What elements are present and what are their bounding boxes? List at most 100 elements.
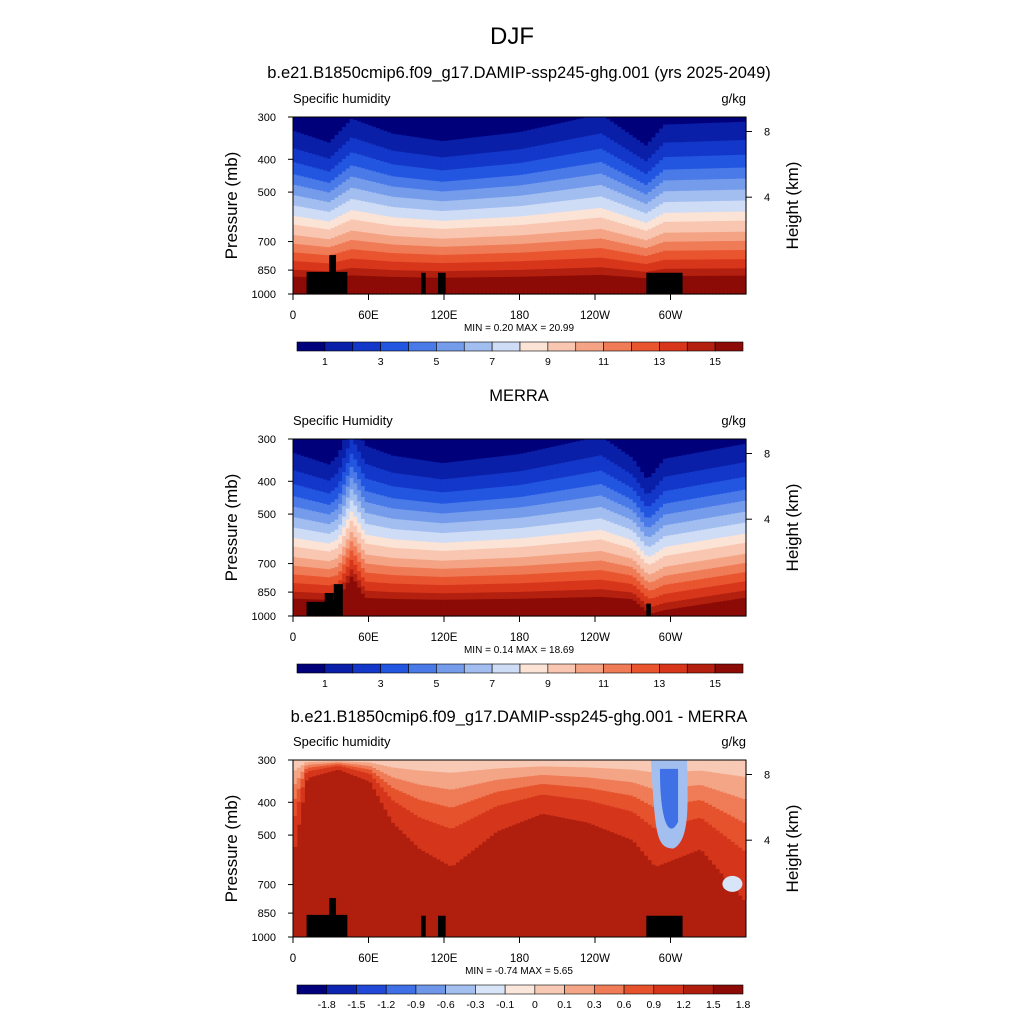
contour-band (659, 517, 664, 529)
contour-band (738, 534, 743, 545)
contour-band (712, 567, 717, 578)
contour-band (360, 458, 366, 474)
contour-band (293, 760, 298, 771)
contour-band (542, 192, 547, 204)
contour-band (549, 563, 555, 574)
contour-band (334, 165, 339, 178)
contour-band (538, 233, 543, 244)
contour-band (391, 598, 396, 617)
contour-band (685, 212, 690, 223)
contour-band (670, 124, 675, 143)
contour-band (500, 547, 505, 559)
contour-band (481, 584, 487, 594)
contour-band (636, 228, 641, 239)
contour-band (511, 117, 517, 134)
contour-band (681, 500, 687, 512)
contour-band (685, 472, 690, 488)
contour-band (417, 541, 422, 551)
contour-band (617, 493, 623, 505)
contour-band (610, 590, 615, 599)
contour-band (617, 192, 623, 204)
contour-band (572, 590, 577, 599)
contour-band (447, 599, 453, 617)
contour-band (451, 772, 456, 790)
contour-band (432, 439, 438, 463)
contour-band (447, 789, 453, 808)
contour-band (410, 530, 415, 542)
contour-band (308, 117, 313, 137)
contour-band (689, 275, 694, 295)
contour-band (640, 558, 645, 570)
contour-band (432, 771, 438, 788)
contour-band (462, 822, 468, 857)
contour-band (700, 439, 706, 453)
contour-band (651, 606, 656, 614)
contour-band (632, 262, 638, 272)
contour-band (440, 220, 445, 230)
contour-band (440, 585, 445, 594)
contour-band (462, 199, 468, 211)
contour-band (462, 771, 468, 788)
contour-band (715, 830, 721, 870)
contour-band (530, 215, 536, 225)
contour-band (489, 117, 494, 137)
contour-band (655, 261, 660, 271)
contour-band (470, 209, 475, 220)
contour-band (425, 189, 430, 201)
contour-band (621, 183, 626, 195)
contour-band (372, 772, 377, 780)
contour-band (644, 145, 649, 162)
contour-band (708, 212, 713, 222)
contour-band (723, 557, 728, 567)
contour-band (579, 474, 585, 488)
contour-band (474, 784, 479, 800)
contour-band (719, 241, 724, 251)
contour-band (315, 439, 321, 462)
contour-band (549, 775, 555, 786)
contour-band (564, 140, 570, 156)
contour-band (345, 439, 351, 450)
chart-panel-3: b.e21.B1850cmip6.f09_g17.DAMIP-ssp245-gh… (222, 708, 802, 1011)
contour-band (428, 219, 434, 229)
contour-band (508, 518, 513, 530)
contour-band (704, 771, 709, 788)
contour-band (576, 441, 581, 461)
x-tick-label: 0 (290, 632, 296, 644)
contour-band (666, 584, 672, 594)
chart-panel-1: b.e21.B1850cmip6.f09_g17.DAMIP-ssp245-gh… (222, 64, 802, 368)
contour-band (734, 178, 740, 191)
contour-band (591, 801, 596, 825)
contour-band (670, 117, 675, 125)
contour-band (587, 218, 592, 231)
contour-band (440, 503, 445, 515)
contour-band (591, 218, 596, 231)
contour-band (545, 213, 551, 224)
contour-band (727, 122, 732, 142)
contour-band (598, 238, 604, 249)
colorbar-box (519, 341, 549, 352)
contour-band (572, 138, 577, 154)
contour-band (398, 207, 404, 219)
contour-band (738, 776, 743, 799)
contour-band (628, 226, 634, 238)
contour-band (700, 508, 706, 520)
contour-band (678, 124, 683, 143)
contour-band (545, 535, 551, 546)
contour-band (681, 169, 687, 181)
contour-band (527, 161, 532, 175)
contour-band (493, 261, 498, 271)
y-axis-title: Pressure (mb) (222, 795, 241, 903)
contour-band (372, 480, 377, 494)
contour-band (583, 777, 589, 789)
contour-band (410, 458, 415, 476)
contour-band (700, 212, 706, 222)
contour-band (674, 554, 679, 566)
contour-band (398, 558, 404, 568)
contour-band (428, 461, 434, 479)
contour-band (576, 137, 581, 154)
contour-band (334, 226, 339, 238)
colorbar-box (547, 663, 577, 674)
contour-band (511, 528, 517, 540)
contour-band (545, 439, 551, 449)
contour-band (308, 548, 313, 560)
